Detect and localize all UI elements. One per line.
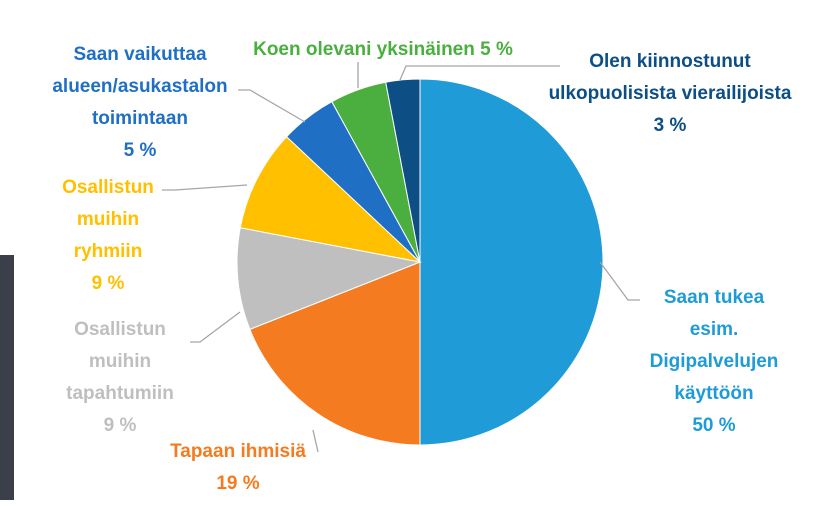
value-label: 9 % <box>104 415 137 436</box>
value-label: 3 % <box>654 115 687 136</box>
category-label: muihin <box>77 209 139 230</box>
category-label: tapahtumiin <box>66 383 174 404</box>
category-label: käyttöön <box>674 383 753 404</box>
slice-label: Koen olevani yksinäinen 5 % <box>253 39 513 60</box>
photo-edge <box>0 255 14 500</box>
category-label: Saan vaikuttaa <box>73 44 206 65</box>
category-label: esim. <box>690 319 739 340</box>
category-label: Osallistun <box>62 177 154 198</box>
category-label: Olen kiinnostunut <box>589 51 751 72</box>
category-label: alueen/asukastalon <box>52 76 227 97</box>
category-label: ryhmiin <box>74 241 143 262</box>
category-label: Tapaan ihmisiä <box>170 441 306 462</box>
value-label: 50 % <box>692 415 735 436</box>
value-label: 5 % <box>124 140 157 161</box>
category-label: Saan tukea <box>664 287 765 308</box>
category-label: Koen olevani yksinäinen <box>253 39 475 60</box>
category-label: toimintaan <box>92 108 188 129</box>
value-label: 5 % <box>480 39 513 60</box>
category-label: Digipalvelujen <box>650 351 779 372</box>
category-label: muihin <box>89 351 151 372</box>
category-label: Osallistun <box>74 319 166 340</box>
category-label: ulkopuolisista vierailijoista <box>549 83 792 104</box>
value-label: 19 % <box>216 473 259 494</box>
value-label: 9 % <box>92 273 125 294</box>
chart: Saan tukea esim. Digipalvelujen käyttöön 50 … <box>0 0 818 508</box>
